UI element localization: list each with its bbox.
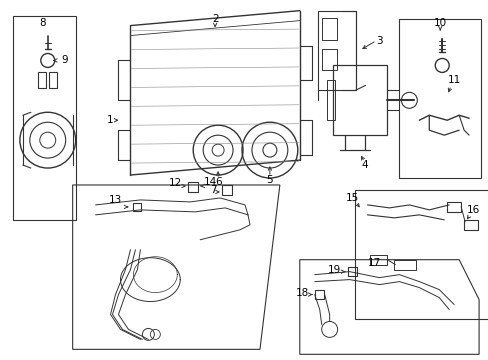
Bar (394, 260, 415, 270)
Text: 18: 18 (296, 288, 309, 298)
Text: 7: 7 (209, 185, 216, 195)
Bar (321, 18, 336, 40)
Bar (326, 80, 334, 120)
Text: 8: 8 (40, 18, 46, 28)
Text: 4: 4 (361, 160, 367, 170)
Bar (13, 15, 76, 220)
Text: 15: 15 (345, 193, 359, 203)
Bar (347, 267, 356, 276)
Bar (447, 202, 460, 212)
Text: 16: 16 (466, 205, 479, 215)
Text: 9: 9 (61, 55, 68, 66)
Bar (354, 190, 488, 319)
Text: 12: 12 (168, 178, 182, 188)
Text: 6: 6 (214, 177, 221, 187)
Bar (314, 289, 323, 298)
Bar (133, 203, 141, 211)
Bar (463, 220, 477, 230)
Text: 2: 2 (211, 14, 218, 24)
Text: 3: 3 (375, 36, 382, 46)
Text: 19: 19 (327, 265, 341, 275)
Bar (188, 182, 198, 192)
Text: 10: 10 (433, 18, 446, 28)
Bar (317, 11, 355, 90)
Bar (321, 49, 336, 71)
Text: 14: 14 (203, 177, 216, 187)
Text: 5: 5 (266, 175, 273, 185)
Bar (399, 19, 480, 178)
Text: 13: 13 (109, 195, 122, 205)
Bar (38, 72, 46, 88)
Bar (369, 255, 386, 265)
Text: 17: 17 (367, 258, 380, 268)
Bar (332, 66, 386, 135)
Text: 1: 1 (107, 115, 114, 125)
Text: 11: 11 (447, 75, 460, 85)
Bar (222, 185, 232, 195)
Bar (49, 72, 57, 88)
